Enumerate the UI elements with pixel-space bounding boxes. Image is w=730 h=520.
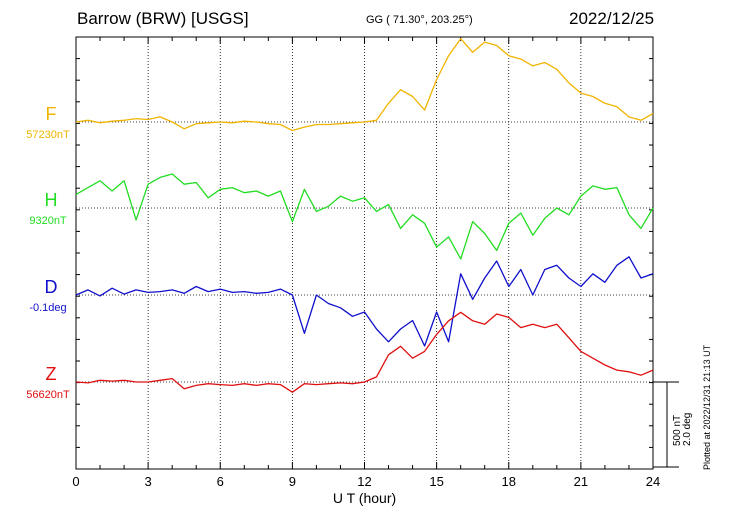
x-tick-label: 12 <box>357 474 371 489</box>
x-tick-label: 0 <box>72 474 79 489</box>
series-d-line <box>75 256 654 347</box>
series-h-baseline: 9320nT <box>29 215 67 227</box>
series-d-label: D <box>45 277 58 297</box>
x-tick-label: 9 <box>289 474 296 489</box>
series-f-line <box>75 38 654 132</box>
scale-nt-label: 500 nT <box>672 415 683 446</box>
series-z-line <box>75 311 654 393</box>
x-tick-label: 15 <box>429 474 443 489</box>
series-z-label: Z <box>46 364 57 384</box>
series-h-label: H <box>45 190 58 210</box>
series-h-line <box>75 173 654 260</box>
x-tick-label: 24 <box>646 474 660 489</box>
scale-deg-label: 2.0 deg <box>682 413 693 446</box>
series-f-baseline: 57230nT <box>26 129 70 141</box>
x-tick-label: 18 <box>502 474 516 489</box>
series-z-baseline: 56620nT <box>26 389 70 401</box>
series-d-baseline: -0.1deg <box>29 302 66 314</box>
station-coordinates: GG ( 71.30°, 203.25°) <box>366 14 473 26</box>
chart-date: 2022/12/25 <box>569 9 655 28</box>
chart-title: Barrow (BRW) [USGS] <box>77 9 249 28</box>
x-axis-label: U T (hour) <box>333 490 396 506</box>
series-f-label: F <box>46 104 57 124</box>
x-tick-label: 3 <box>145 474 152 489</box>
x-tick-label: 6 <box>217 474 224 489</box>
x-tick-label: 21 <box>574 474 588 489</box>
